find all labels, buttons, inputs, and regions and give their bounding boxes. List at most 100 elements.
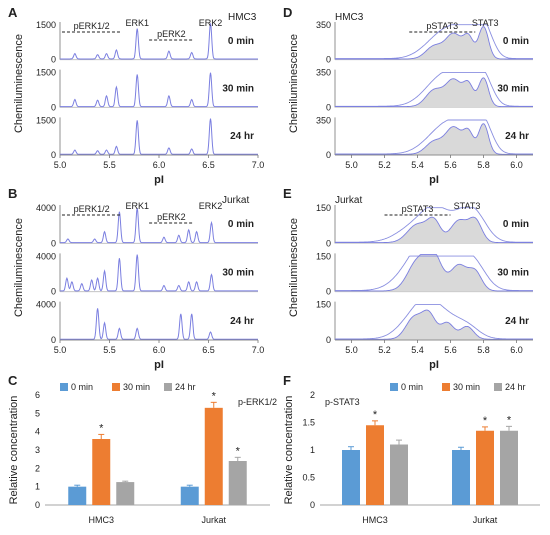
legend-swatch	[112, 383, 120, 391]
y-tick-label: 4	[35, 427, 40, 437]
legend-label: 0 min	[401, 382, 423, 392]
x-tick-label: 5.2	[378, 345, 391, 355]
bar-0-min-hmc3	[68, 486, 87, 505]
peak-label: ERK2	[199, 18, 223, 28]
bar-0-min-hmc3	[342, 450, 360, 505]
y-tick-label: 0	[326, 287, 331, 297]
cell-line-label: Jurkat	[222, 195, 249, 206]
trace-line	[60, 23, 258, 60]
panel-a: Chemiluminescence HMC3 1500 0 0 min 1500 0 30 m…	[13, 12, 264, 186]
x-tick-label: 5.6	[444, 345, 457, 355]
trace-line	[335, 26, 533, 60]
y-tick-label: 0.5	[302, 473, 315, 483]
y-axis-label: Relative concentration	[8, 396, 20, 505]
bar-24-hr-hmc3	[390, 444, 408, 505]
trace-label: 0 min	[228, 36, 254, 47]
significance-star: *	[507, 414, 512, 426]
bar-24-hr-jurkat	[228, 461, 247, 505]
y-tick-label: 1	[310, 445, 315, 455]
peak-label: ERK1	[125, 18, 149, 28]
bar-30-min-hmc3	[366, 425, 384, 505]
y-tick-label: 0	[51, 287, 56, 297]
x-tick-label: 5.0	[345, 160, 358, 170]
panel-letter-d: D	[283, 5, 292, 20]
x-tick-label: 5.8	[477, 345, 490, 355]
significance-star: *	[373, 409, 378, 421]
y-tick-label: 0	[326, 150, 331, 160]
panel-e: Chemiluminescence Jurkat 150 0 0 min 150 0 30 m…	[288, 195, 533, 371]
trace-line	[335, 123, 533, 155]
peak-label: STAT3	[472, 18, 499, 28]
category-label: Jurkat	[473, 515, 498, 525]
y-axis-label: Chemiluminescence	[288, 34, 300, 133]
x-tick-label: 6.5	[202, 345, 215, 355]
y-tick-label: 350	[316, 68, 331, 78]
x-axis-label: pI	[154, 359, 164, 371]
x-axis-label: pI	[429, 359, 439, 371]
trace-fill	[335, 26, 533, 60]
legend-swatch	[494, 383, 502, 391]
bar-24-hr-jurkat	[500, 430, 518, 505]
bracket-label: pERK1/2	[74, 21, 110, 31]
cell-line-label: Jurkat	[335, 195, 362, 206]
x-tick-label: 5.0	[54, 160, 67, 170]
y-tick-label: 2	[35, 463, 40, 473]
trace-line	[335, 309, 533, 340]
category-label: HMC3	[362, 515, 388, 525]
panel-letter-c: C	[8, 373, 18, 388]
trace-label: 24 hr	[505, 131, 529, 142]
bar-30-min-jurkat	[204, 407, 223, 505]
trace-fill	[335, 77, 533, 108]
significance-star: *	[236, 445, 241, 457]
trace-fill	[335, 123, 533, 155]
bar-0-min-jurkat	[180, 486, 199, 505]
cell-line-label: HMC3	[228, 12, 257, 23]
trace-label: 0 min	[503, 219, 529, 230]
y-tick-label: 4000	[36, 203, 56, 213]
y-tick-label: 0	[51, 55, 56, 65]
panel-c: Relative concentration 0 1 2 3 4 5 6 0 min 30 min…	[8, 382, 277, 525]
trace-line	[60, 72, 258, 108]
bar-30-min-hmc3	[92, 439, 111, 505]
y-tick-label: 0	[35, 500, 40, 510]
bar-0-min-jurkat	[452, 450, 470, 505]
legend-label: 30 min	[123, 382, 150, 392]
bracket-label: pERK2	[157, 29, 186, 39]
trace-label: 24 hr	[505, 316, 529, 327]
y-tick-label: 150	[316, 300, 331, 310]
y-tick-label: 0	[326, 238, 331, 248]
y-axis-label: Chemiluminescence	[13, 218, 25, 317]
legend-label: 24 hr	[175, 382, 196, 392]
trace-fill	[335, 310, 533, 340]
legend-label: 0 min	[71, 382, 93, 392]
y-tick-label: 4000	[36, 251, 56, 261]
bracket-label: pERK1/2	[74, 204, 110, 214]
x-tick-label: 6.0	[510, 345, 523, 355]
y-tick-label: 1500	[36, 115, 56, 125]
y-tick-label: 1500	[36, 20, 56, 30]
significance-star: *	[212, 390, 217, 402]
y-tick-label: 6	[35, 390, 40, 400]
x-tick-label: 5.0	[345, 345, 358, 355]
trace-line	[60, 208, 258, 244]
trace-label: 24 hr	[230, 131, 254, 142]
y-tick-label: 0	[310, 500, 315, 510]
trace-envelope	[335, 255, 533, 292]
category-label: HMC3	[88, 515, 114, 525]
trace-label: 24 hr	[230, 316, 254, 327]
y-tick-label: 0	[51, 238, 56, 248]
panel-d: Chemiluminescence HMC3 350 0 0 min 350 0 30 min…	[288, 12, 533, 186]
y-tick-label: 350	[316, 20, 331, 30]
x-tick-label: 7.0	[252, 160, 265, 170]
legend-swatch	[390, 383, 398, 391]
trace-envelope	[335, 207, 533, 243]
panel-letter-a: A	[8, 5, 18, 20]
x-axis-label: pI	[429, 174, 439, 186]
trace-label: 30 min	[497, 84, 529, 95]
legend-swatch	[60, 383, 68, 391]
trace-line	[60, 308, 258, 340]
y-axis-label: Chemiluminescence	[13, 34, 25, 133]
y-tick-label: 150	[316, 251, 331, 261]
panel-letter-f: F	[283, 373, 291, 388]
y-tick-label: 1.5	[302, 418, 315, 428]
